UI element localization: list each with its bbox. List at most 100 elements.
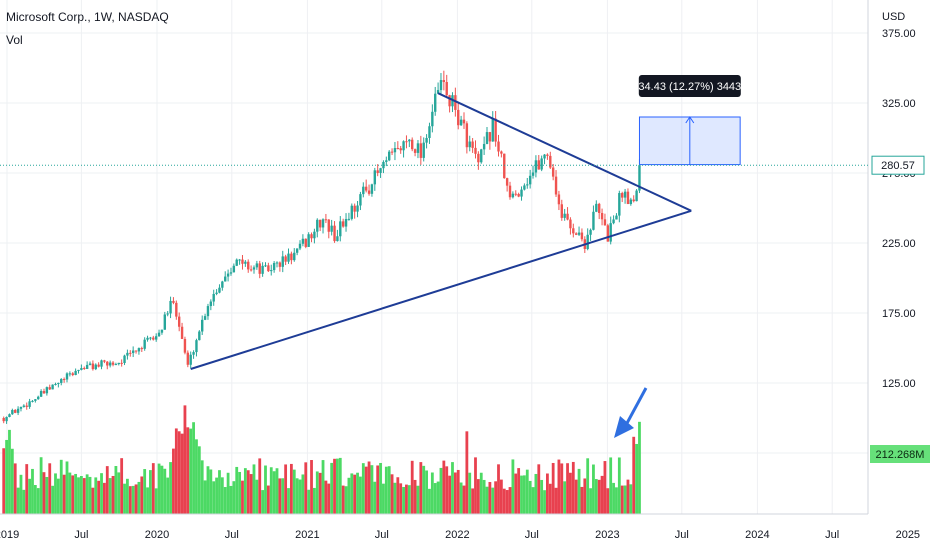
- measure-label-bg: [638, 75, 741, 97]
- candle-body: [344, 219, 348, 227]
- candle-body: [106, 361, 109, 366]
- candle-body: [416, 143, 420, 153]
- x-tick-label: Jul: [375, 529, 389, 541]
- candle-body: [503, 153, 506, 179]
- candle-body: [327, 219, 330, 232]
- candle-body: [120, 362, 123, 364]
- volume-bar: [281, 478, 285, 514]
- candle-body: [551, 167, 555, 177]
- candle-body: [413, 149, 417, 153]
- volume-bar: [336, 458, 339, 514]
- volume-bar: [226, 472, 230, 514]
- candle-body: [45, 387, 49, 394]
- candle-body: [160, 329, 164, 333]
- candle-body: [177, 316, 181, 327]
- volume-bar: [580, 486, 584, 514]
- volume-bar: [451, 462, 454, 514]
- volume-bar: [249, 474, 253, 514]
- volume-bar: [635, 443, 638, 514]
- candle-body: [209, 301, 213, 307]
- candle-body: [485, 132, 489, 144]
- volume-bar: [255, 479, 259, 514]
- candle-body: [603, 219, 607, 226]
- volume-bar: [284, 464, 288, 514]
- candle-body: [137, 348, 141, 352]
- volume-bar: [333, 458, 336, 514]
- volume-bar: [19, 474, 23, 514]
- candle-body: [134, 350, 138, 352]
- volume-bar: [10, 448, 14, 514]
- candle-body: [290, 253, 293, 261]
- volume-bar: [85, 474, 89, 514]
- candle-body: [270, 270, 273, 272]
- volume-bar: [74, 473, 78, 514]
- volume-bar: [269, 467, 273, 514]
- candle-body: [203, 316, 207, 320]
- candle-body: [359, 194, 362, 206]
- candle-body: [114, 364, 118, 366]
- volume-bar: [465, 431, 469, 514]
- candle-body: [255, 263, 259, 268]
- volume-bar: [8, 429, 11, 514]
- volume-bar: [528, 480, 532, 514]
- candle-body: [143, 339, 146, 349]
- candle-body: [405, 141, 408, 143]
- candle-body: [295, 248, 299, 253]
- candle-body: [563, 213, 566, 218]
- volume-tag: 212.268M: [876, 449, 925, 461]
- volume-bar: [548, 483, 552, 514]
- volume-bar: [13, 463, 17, 514]
- candle-body: [117, 362, 120, 365]
- volume-bar: [476, 479, 480, 514]
- candle-body: [514, 193, 517, 195]
- candle-body: [517, 194, 520, 197]
- volume-bar: [25, 464, 29, 514]
- volume-bar: [361, 463, 365, 514]
- volume-bar: [502, 488, 506, 514]
- y-tick-label: 225.00: [882, 238, 916, 250]
- candle-body: [592, 211, 595, 230]
- volume-bar: [5, 439, 8, 514]
- volume-bar: [514, 473, 518, 514]
- candle-body: [549, 155, 552, 168]
- volume-bar: [45, 476, 49, 514]
- candle-body: [324, 219, 328, 221]
- volume-bar: [410, 460, 414, 514]
- candle-body: [557, 194, 561, 205]
- candle-body: [278, 262, 282, 267]
- candle-body: [422, 142, 425, 158]
- volume-bars: [2, 405, 641, 514]
- volume-bar: [497, 464, 500, 514]
- volume-bar: [393, 482, 397, 514]
- volume-bar: [146, 487, 149, 514]
- volume-bar: [229, 485, 233, 514]
- volume-bar: [166, 477, 170, 514]
- candle-body: [264, 265, 267, 267]
- volume-bar: [154, 488, 158, 514]
- candle-body: [434, 93, 437, 112]
- volume-bar: [442, 460, 446, 514]
- measure-tool[interactable]: 34.43 (12.27%) 3443: [638, 75, 741, 166]
- candle-body: [68, 373, 72, 375]
- candle-body: [313, 231, 316, 239]
- volume-bar: [439, 467, 443, 514]
- volume-bar: [540, 479, 544, 514]
- candle-body: [341, 221, 345, 227]
- candle-body: [589, 229, 592, 235]
- arrow-icon-head: [614, 416, 634, 438]
- measure-arrow-head: [685, 116, 695, 124]
- candle-body: [247, 261, 250, 270]
- candle-body: [321, 219, 325, 228]
- candle-body: [494, 118, 497, 142]
- volume-bar: [606, 488, 610, 514]
- candle-body: [376, 170, 379, 173]
- volume-bar: [100, 473, 103, 514]
- candle-body: [97, 364, 100, 367]
- candle-body: [157, 332, 161, 337]
- volume-bar: [376, 465, 380, 514]
- volume-bar: [261, 490, 265, 514]
- volume-bar: [638, 421, 641, 514]
- candle-body: [600, 212, 604, 220]
